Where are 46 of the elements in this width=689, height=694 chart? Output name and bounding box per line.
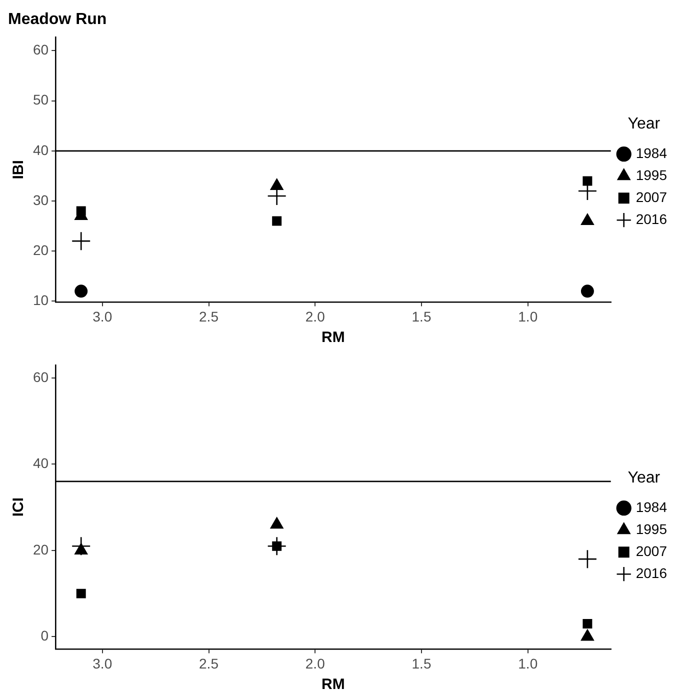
y-tick-label: 60 (32, 42, 49, 58)
x-tick-label: 1.0 (518, 655, 538, 672)
y-tick-label: 60 (32, 368, 49, 385)
x-tick-label: 2.5 (199, 655, 219, 672)
point (580, 284, 594, 298)
y-axis-title: IBI (10, 160, 28, 180)
point (582, 176, 592, 186)
x-axis-title: RM (322, 676, 345, 694)
x-tick-label: 2.0 (305, 308, 326, 324)
legend-label: 2007 (636, 188, 668, 205)
y-tick-label: 0 (40, 628, 49, 644)
point (270, 517, 284, 529)
point (272, 541, 282, 551)
legend-label: 1984 (636, 144, 668, 161)
x-tick-label: 3.0 (92, 655, 112, 672)
y-tick-label: 40 (32, 142, 49, 158)
y-tick-label: 10 (32, 292, 49, 308)
legend-label: 2016 (636, 564, 668, 581)
point (580, 214, 594, 226)
point (272, 216, 282, 226)
point (582, 619, 592, 628)
chart-title: Meadow Run (8, 11, 107, 28)
legend-title: Year (628, 115, 661, 132)
point (74, 284, 88, 298)
legend-label: 1984 (636, 498, 668, 515)
point (578, 549, 598, 569)
y-tick-label: 20 (32, 541, 49, 558)
point (71, 231, 91, 251)
y-tick-label: 50 (32, 92, 49, 108)
y-tick-label: 40 (32, 455, 49, 472)
y-tick-label: 20 (32, 242, 49, 258)
x-tick-label: 1.5 (412, 308, 432, 324)
x-tick-label: 1.5 (412, 655, 432, 672)
x-tick-label: 3.0 (92, 308, 112, 324)
legend-label: 2016 (636, 210, 668, 227)
legend-label: 1995 (636, 520, 668, 537)
legend-label: 1995 (636, 166, 668, 183)
point (76, 588, 86, 598)
x-tick-label: 1.0 (518, 308, 538, 324)
x-tick-label: 2.0 (305, 655, 326, 672)
x-tick-label: 2.5 (199, 308, 219, 324)
y-axis-title: ICI (10, 498, 28, 517)
y-tick-label: 30 (32, 192, 49, 208)
legend-title: Year (628, 469, 661, 486)
x-axis-title: RM (322, 329, 345, 346)
legend-label: 2007 (636, 542, 668, 559)
